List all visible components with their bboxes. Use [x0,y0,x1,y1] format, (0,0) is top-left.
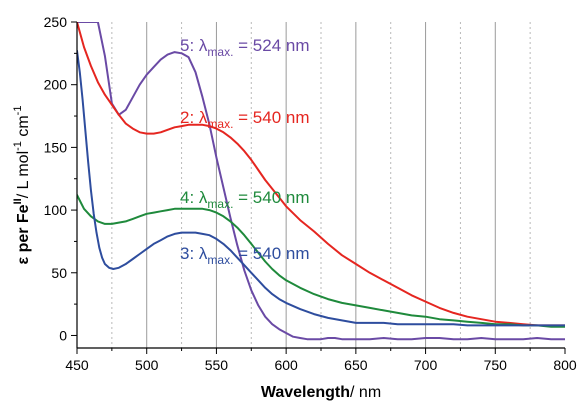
x-tick-label-450: 450 [65,357,89,373]
annotation-series-4: 4: λmax. = 540 nm [180,188,310,211]
y-tick-label-50: 50 [51,265,67,281]
series-layer [77,22,565,341]
x-tick-label-500: 500 [135,357,159,373]
annotation-series-5: 5: λmax. = 524 nm [180,36,310,59]
x-axis-title: Wavelength/ nm [261,384,381,401]
x-tick-label-550: 550 [205,357,229,373]
x-tick-label-750: 750 [484,357,508,373]
x-tick-label-800: 800 [553,357,577,373]
y-tick-label-250: 250 [44,14,68,30]
y-axis-title: ε per FeII/ L mol-1 cm-1 [12,106,32,265]
x-tick-label-650: 650 [344,357,368,373]
series-line-2 [77,22,565,327]
y-tick-label-150: 150 [44,139,68,155]
series-line-4 [77,194,565,328]
y-tick-label-200: 200 [44,77,68,93]
y-tick-label-0: 0 [59,327,67,343]
series-line-3 [77,49,565,327]
annotation-series-3: 3: λmax. = 540 nm [180,244,310,267]
x-tick-label-700: 700 [414,357,438,373]
axes-layer [71,21,566,354]
y-tick-label-100: 100 [44,202,68,218]
labels-layer: 450 500 550 600 650 700 750 800 0 50 100 150 200 250 W… [12,14,577,401]
annotation-series-2: 2: λmax. = 540 nm [180,108,310,131]
x-tick-label-600: 600 [274,357,298,373]
series-line-5 [77,22,565,341]
grid-layer [111,22,531,348]
